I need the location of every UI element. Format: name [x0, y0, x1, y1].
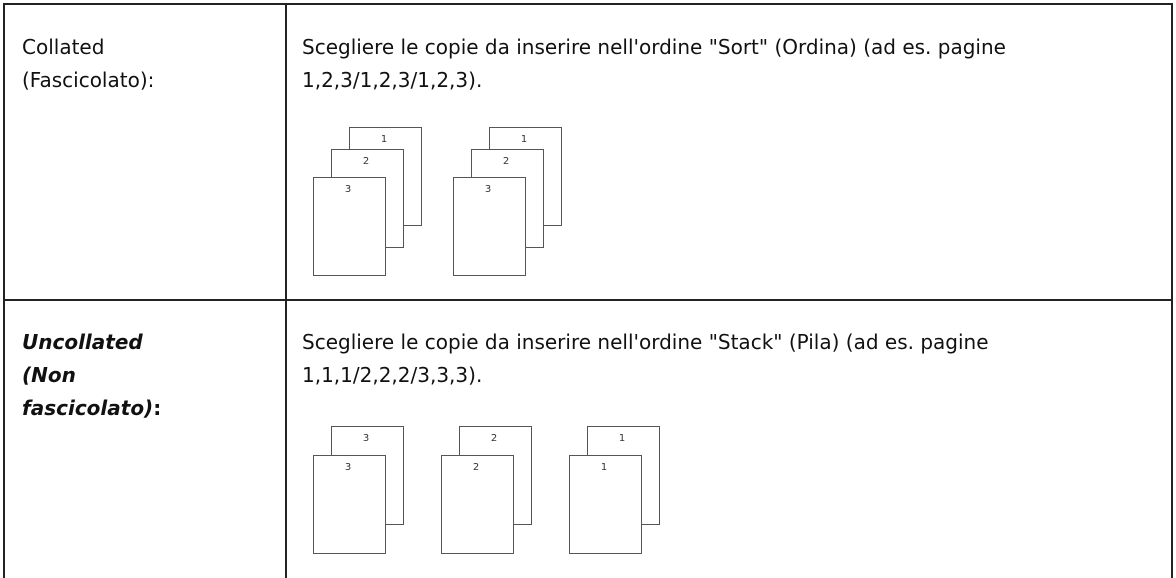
row-description: Scegliere le copie da inserire nell'ordi…: [302, 35, 1006, 92]
page: [313, 455, 386, 554]
column-divider: [285, 3, 287, 578]
table-border: [1171, 3, 1173, 578]
page-number: 3: [485, 184, 491, 195]
row-divider: [3, 299, 1173, 301]
page-number: 2: [491, 433, 497, 444]
row-label: Uncollated (Non fascicolato):: [22, 326, 192, 425]
page-number: 3: [363, 433, 369, 444]
page-number: 2: [363, 156, 369, 167]
page: [313, 177, 386, 276]
page-number: 1: [521, 134, 527, 145]
page: [441, 455, 514, 554]
row-description: Scegliere le copie da inserire nell'ordi…: [302, 330, 989, 387]
page-number: 3: [345, 184, 351, 195]
row-label: Collated (Fascicolato):: [22, 35, 155, 92]
page-number: 1: [381, 134, 387, 145]
label-text: Uncollated (Non fascicolato): [22, 330, 154, 420]
page: [569, 455, 642, 554]
page-number: 3: [345, 462, 351, 473]
page-number: 2: [473, 462, 479, 473]
page: [453, 177, 526, 276]
table-border: [3, 3, 1173, 5]
page-number: 1: [601, 462, 607, 473]
page-number: 2: [503, 156, 509, 167]
page-number: 1: [619, 433, 625, 444]
table-border: [3, 3, 5, 578]
label-suffix: :: [153, 396, 162, 420]
